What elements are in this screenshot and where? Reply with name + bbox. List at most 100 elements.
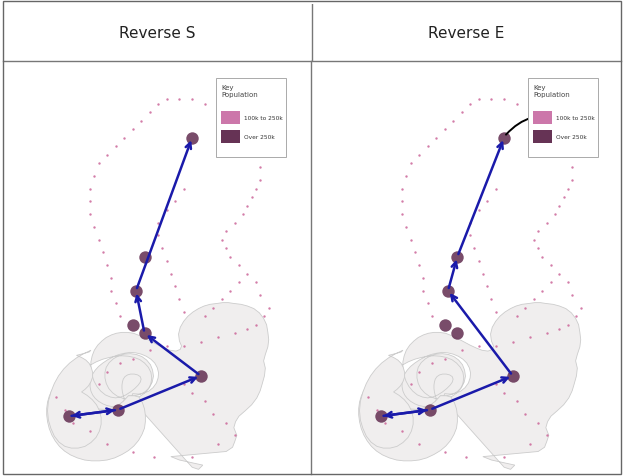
Point xyxy=(264,304,274,312)
Point xyxy=(465,100,475,108)
Point xyxy=(162,258,172,265)
Text: Key
Population: Key Population xyxy=(221,84,258,98)
Point xyxy=(490,342,500,350)
Point xyxy=(418,275,428,282)
Point xyxy=(85,427,95,435)
Point xyxy=(443,288,453,295)
Point xyxy=(397,211,407,218)
Point xyxy=(542,432,552,439)
Point xyxy=(128,126,138,134)
FancyBboxPatch shape xyxy=(527,79,598,158)
Point xyxy=(234,279,244,287)
Point xyxy=(465,232,475,240)
Point xyxy=(208,410,218,418)
Point xyxy=(243,270,253,278)
Point xyxy=(255,164,265,172)
Point xyxy=(512,100,522,108)
Point xyxy=(508,338,518,346)
Point xyxy=(397,427,407,435)
Point xyxy=(414,368,424,376)
Point xyxy=(166,270,176,278)
Point xyxy=(563,186,573,193)
Point xyxy=(546,279,556,287)
Point xyxy=(145,347,155,354)
Point xyxy=(448,118,458,125)
Point xyxy=(221,228,231,236)
Point xyxy=(555,139,565,146)
Point xyxy=(474,96,484,104)
Polygon shape xyxy=(47,350,101,448)
Point xyxy=(363,393,373,401)
Point xyxy=(221,245,231,252)
Point xyxy=(174,296,184,303)
Point xyxy=(558,194,568,201)
Point xyxy=(486,296,496,303)
Polygon shape xyxy=(77,303,269,469)
Point xyxy=(401,224,411,231)
Point xyxy=(153,100,163,108)
Point xyxy=(68,419,78,426)
Point xyxy=(576,304,586,312)
Point xyxy=(542,219,552,227)
Point xyxy=(106,288,116,295)
Point xyxy=(140,330,150,337)
Point xyxy=(178,381,188,388)
Polygon shape xyxy=(389,303,581,469)
Point xyxy=(427,313,437,320)
Point xyxy=(529,296,539,303)
Point xyxy=(234,262,244,269)
Point xyxy=(499,389,509,397)
FancyBboxPatch shape xyxy=(221,130,240,143)
Point xyxy=(555,270,565,278)
Point xyxy=(128,355,138,363)
Point xyxy=(414,151,424,159)
Point xyxy=(542,126,552,134)
Point xyxy=(418,288,428,295)
Point xyxy=(380,419,390,426)
Point xyxy=(512,313,522,320)
Point xyxy=(119,135,129,142)
Point xyxy=(136,118,146,125)
Point xyxy=(187,96,197,104)
Point xyxy=(149,453,159,460)
Point xyxy=(85,186,95,193)
Point xyxy=(85,211,95,218)
Point xyxy=(140,253,150,261)
Point xyxy=(162,96,172,104)
Point xyxy=(213,334,223,342)
Point xyxy=(251,321,261,329)
Point xyxy=(474,342,484,350)
Point xyxy=(440,355,450,363)
Text: Over 250k: Over 250k xyxy=(243,135,275,139)
Point xyxy=(246,194,256,201)
Point xyxy=(512,397,522,405)
Point xyxy=(482,283,492,291)
Point xyxy=(260,313,270,320)
Point xyxy=(406,237,416,244)
Point xyxy=(431,135,441,142)
Point xyxy=(243,202,253,210)
Point xyxy=(414,440,424,448)
Point xyxy=(457,347,467,354)
Point xyxy=(110,300,120,307)
Point xyxy=(440,126,450,134)
Point xyxy=(441,321,451,329)
Point xyxy=(51,393,61,401)
Point xyxy=(217,237,227,244)
Point xyxy=(422,143,432,150)
Point xyxy=(406,160,416,168)
Point xyxy=(525,334,535,342)
Point xyxy=(89,224,99,231)
Point xyxy=(102,262,112,269)
Point xyxy=(422,300,432,307)
Point xyxy=(187,135,197,142)
Point xyxy=(376,413,386,420)
Point xyxy=(555,202,565,210)
Point xyxy=(478,270,488,278)
Point xyxy=(572,313,582,320)
Point xyxy=(414,262,424,269)
Point xyxy=(555,326,565,333)
Point xyxy=(251,279,261,287)
Text: Reverse E: Reverse E xyxy=(428,26,505,41)
Point xyxy=(529,237,539,244)
